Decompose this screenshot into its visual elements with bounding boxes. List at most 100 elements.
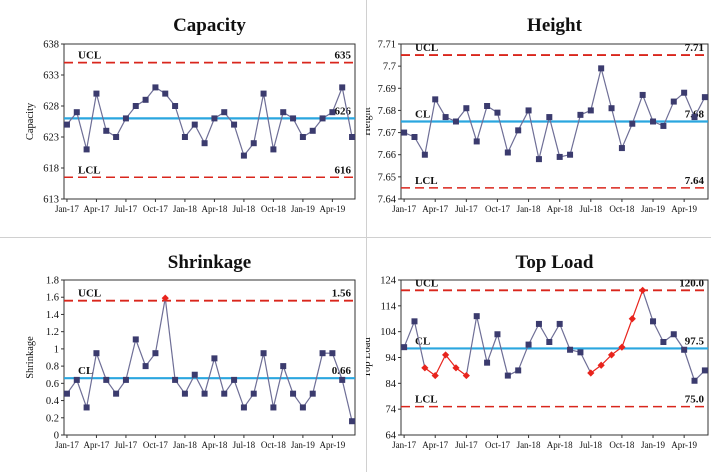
top-load-data-point-highlight bbox=[587, 369, 595, 377]
shrinkage-data-point bbox=[113, 390, 120, 397]
top-load-x-tick-label: Jan-18 bbox=[517, 440, 541, 450]
capacity-x-tick-label: Apr-17 bbox=[84, 204, 110, 214]
height-data-point bbox=[442, 114, 449, 121]
capacity-data-point bbox=[221, 109, 228, 116]
shrinkage-x-tick-label: Apr-19 bbox=[319, 440, 345, 450]
height-chart: Height 7.64 7.65 7.66 7.67 7.68 7.69 7.7 7.71 Hei… bbox=[366, 15, 709, 214]
height-y-tick-label: 7.66 bbox=[378, 150, 396, 161]
shrinkage-cl-value: 0.66 bbox=[332, 365, 352, 377]
shrinkage-data-point bbox=[83, 404, 90, 411]
shrinkage-series-segment bbox=[164, 298, 176, 380]
height-series-segment bbox=[465, 108, 478, 142]
top-load-y-tick-label: 124 bbox=[380, 276, 397, 287]
height-y-tick-label: 7.69 bbox=[378, 84, 396, 95]
height-data-point bbox=[639, 91, 646, 98]
top-load-data-point bbox=[401, 344, 408, 351]
top-load-data-point bbox=[411, 318, 418, 325]
height-data-point bbox=[691, 114, 698, 121]
height-data-point bbox=[535, 156, 542, 163]
capacity-series-segment bbox=[341, 87, 353, 138]
height-data-point bbox=[484, 103, 491, 109]
height-series-segment bbox=[683, 92, 696, 118]
height-series-segment bbox=[569, 114, 582, 155]
shrinkage-cl-label: CL bbox=[78, 365, 93, 377]
shrinkage-y-tick-label: 1 bbox=[54, 344, 59, 355]
shrinkage-series-segment bbox=[272, 365, 284, 408]
capacity-ucl-label: UCL bbox=[78, 50, 101, 62]
top-load-data-point bbox=[567, 346, 574, 353]
top-load-y-tick-label: 94 bbox=[386, 353, 397, 364]
shrinkage-data-point bbox=[299, 404, 306, 411]
shrinkage-data-point bbox=[191, 371, 198, 378]
shrinkage-title: Shrinkage bbox=[168, 252, 251, 273]
top-load-y-axis-label: Top Load bbox=[366, 337, 373, 378]
capacity-data-point bbox=[280, 109, 287, 116]
height-y-tick-label: 7.7 bbox=[383, 62, 396, 73]
top-load-cl-label: CL bbox=[415, 335, 430, 347]
top-load-y-tick-label: 74 bbox=[386, 405, 397, 416]
top-load-series-segment bbox=[413, 321, 426, 368]
top-load-series-segment bbox=[621, 318, 633, 348]
capacity-data-point bbox=[231, 121, 238, 128]
top-load-title: Top Load bbox=[516, 252, 594, 273]
capacity-data-point bbox=[240, 152, 247, 159]
shrinkage-plot-frame bbox=[63, 279, 356, 436]
shrinkage-data-point bbox=[93, 350, 100, 357]
height-cl-label: CL bbox=[415, 109, 430, 121]
top-load-y-tick-label: 104 bbox=[380, 327, 397, 338]
height-data-point bbox=[525, 107, 532, 114]
capacity-data-point bbox=[329, 109, 336, 116]
shrinkage-series-segment bbox=[312, 353, 324, 394]
shrinkage-series-segment bbox=[194, 374, 206, 394]
shrinkage-data-point bbox=[172, 376, 179, 383]
height-x-tick-label: Oct-17 bbox=[485, 204, 510, 214]
top-load-data-point bbox=[670, 331, 677, 338]
shrinkage-ucl-label: UCL bbox=[78, 288, 101, 300]
shrinkage-data-point bbox=[270, 404, 277, 411]
shrinkage-series-segment bbox=[233, 379, 245, 408]
capacity-series-segment bbox=[331, 87, 343, 113]
shrinkage-y-tick-label: 1.8 bbox=[46, 276, 59, 287]
shrinkage-data-point bbox=[250, 390, 257, 397]
top-load-series-segment bbox=[496, 334, 509, 376]
shrinkage-y-tick-label: 0.6 bbox=[46, 379, 59, 390]
capacity-data-point bbox=[260, 90, 267, 97]
capacity-lcl-value: 616 bbox=[335, 164, 352, 176]
height-data-point bbox=[650, 118, 657, 125]
top-load-data-point bbox=[546, 339, 553, 345]
height-y-tick-label: 7.71 bbox=[378, 40, 396, 51]
capacity-series-segment bbox=[95, 93, 107, 131]
top-load-x-tick-label: Oct-18 bbox=[609, 440, 634, 450]
top-load-data-point bbox=[681, 346, 688, 353]
height-data-point bbox=[411, 134, 418, 140]
shrinkage-data-point bbox=[103, 376, 110, 383]
height-data-point bbox=[432, 96, 439, 103]
height-data-point bbox=[608, 105, 615, 112]
shrinkage-panel: Shrinkage 0 0.2 0.4 0.6 0.8 1 1.2 1.4 1.6 1.8 Shrin… bbox=[0, 237, 366, 472]
capacity-series-segment bbox=[194, 124, 206, 144]
shrinkage-data-point bbox=[142, 363, 149, 370]
height-series-segment bbox=[631, 94, 644, 124]
capacity-data-point bbox=[270, 146, 277, 153]
shrinkage-y-tick-label: 0 bbox=[54, 431, 59, 442]
top-load-data-point-highlight bbox=[421, 364, 429, 372]
top-load-chart: Top Load 64 74 84 94 104 114 124 Top Load Jan-17 A… bbox=[366, 252, 709, 450]
shrinkage-x-tick-label: Jul-18 bbox=[233, 440, 256, 450]
height-series-segment bbox=[548, 116, 561, 158]
top-load-data-point bbox=[650, 318, 657, 325]
top-load-ucl-value: 120.0 bbox=[679, 277, 704, 289]
shrinkage-y-tick-label: 1.4 bbox=[46, 310, 60, 321]
height-data-point bbox=[546, 114, 553, 121]
height-x-tick-label: Jul-18 bbox=[580, 204, 603, 214]
shrinkage-data-point bbox=[339, 376, 346, 383]
shrinkage-y-axis-label: Shrinkage bbox=[25, 336, 36, 379]
top-load-x-tick-label: Jan-17 bbox=[392, 440, 416, 450]
height-data-point bbox=[670, 98, 677, 105]
capacity-data-point bbox=[339, 84, 346, 91]
capacity-x-tick-label: Oct-17 bbox=[143, 204, 168, 214]
shrinkage-series-segment bbox=[213, 358, 225, 394]
capacity-series-segment bbox=[204, 118, 215, 144]
shrinkage-x-tick-label: Apr-17 bbox=[84, 440, 110, 450]
shrinkage-series-segment bbox=[331, 352, 343, 381]
